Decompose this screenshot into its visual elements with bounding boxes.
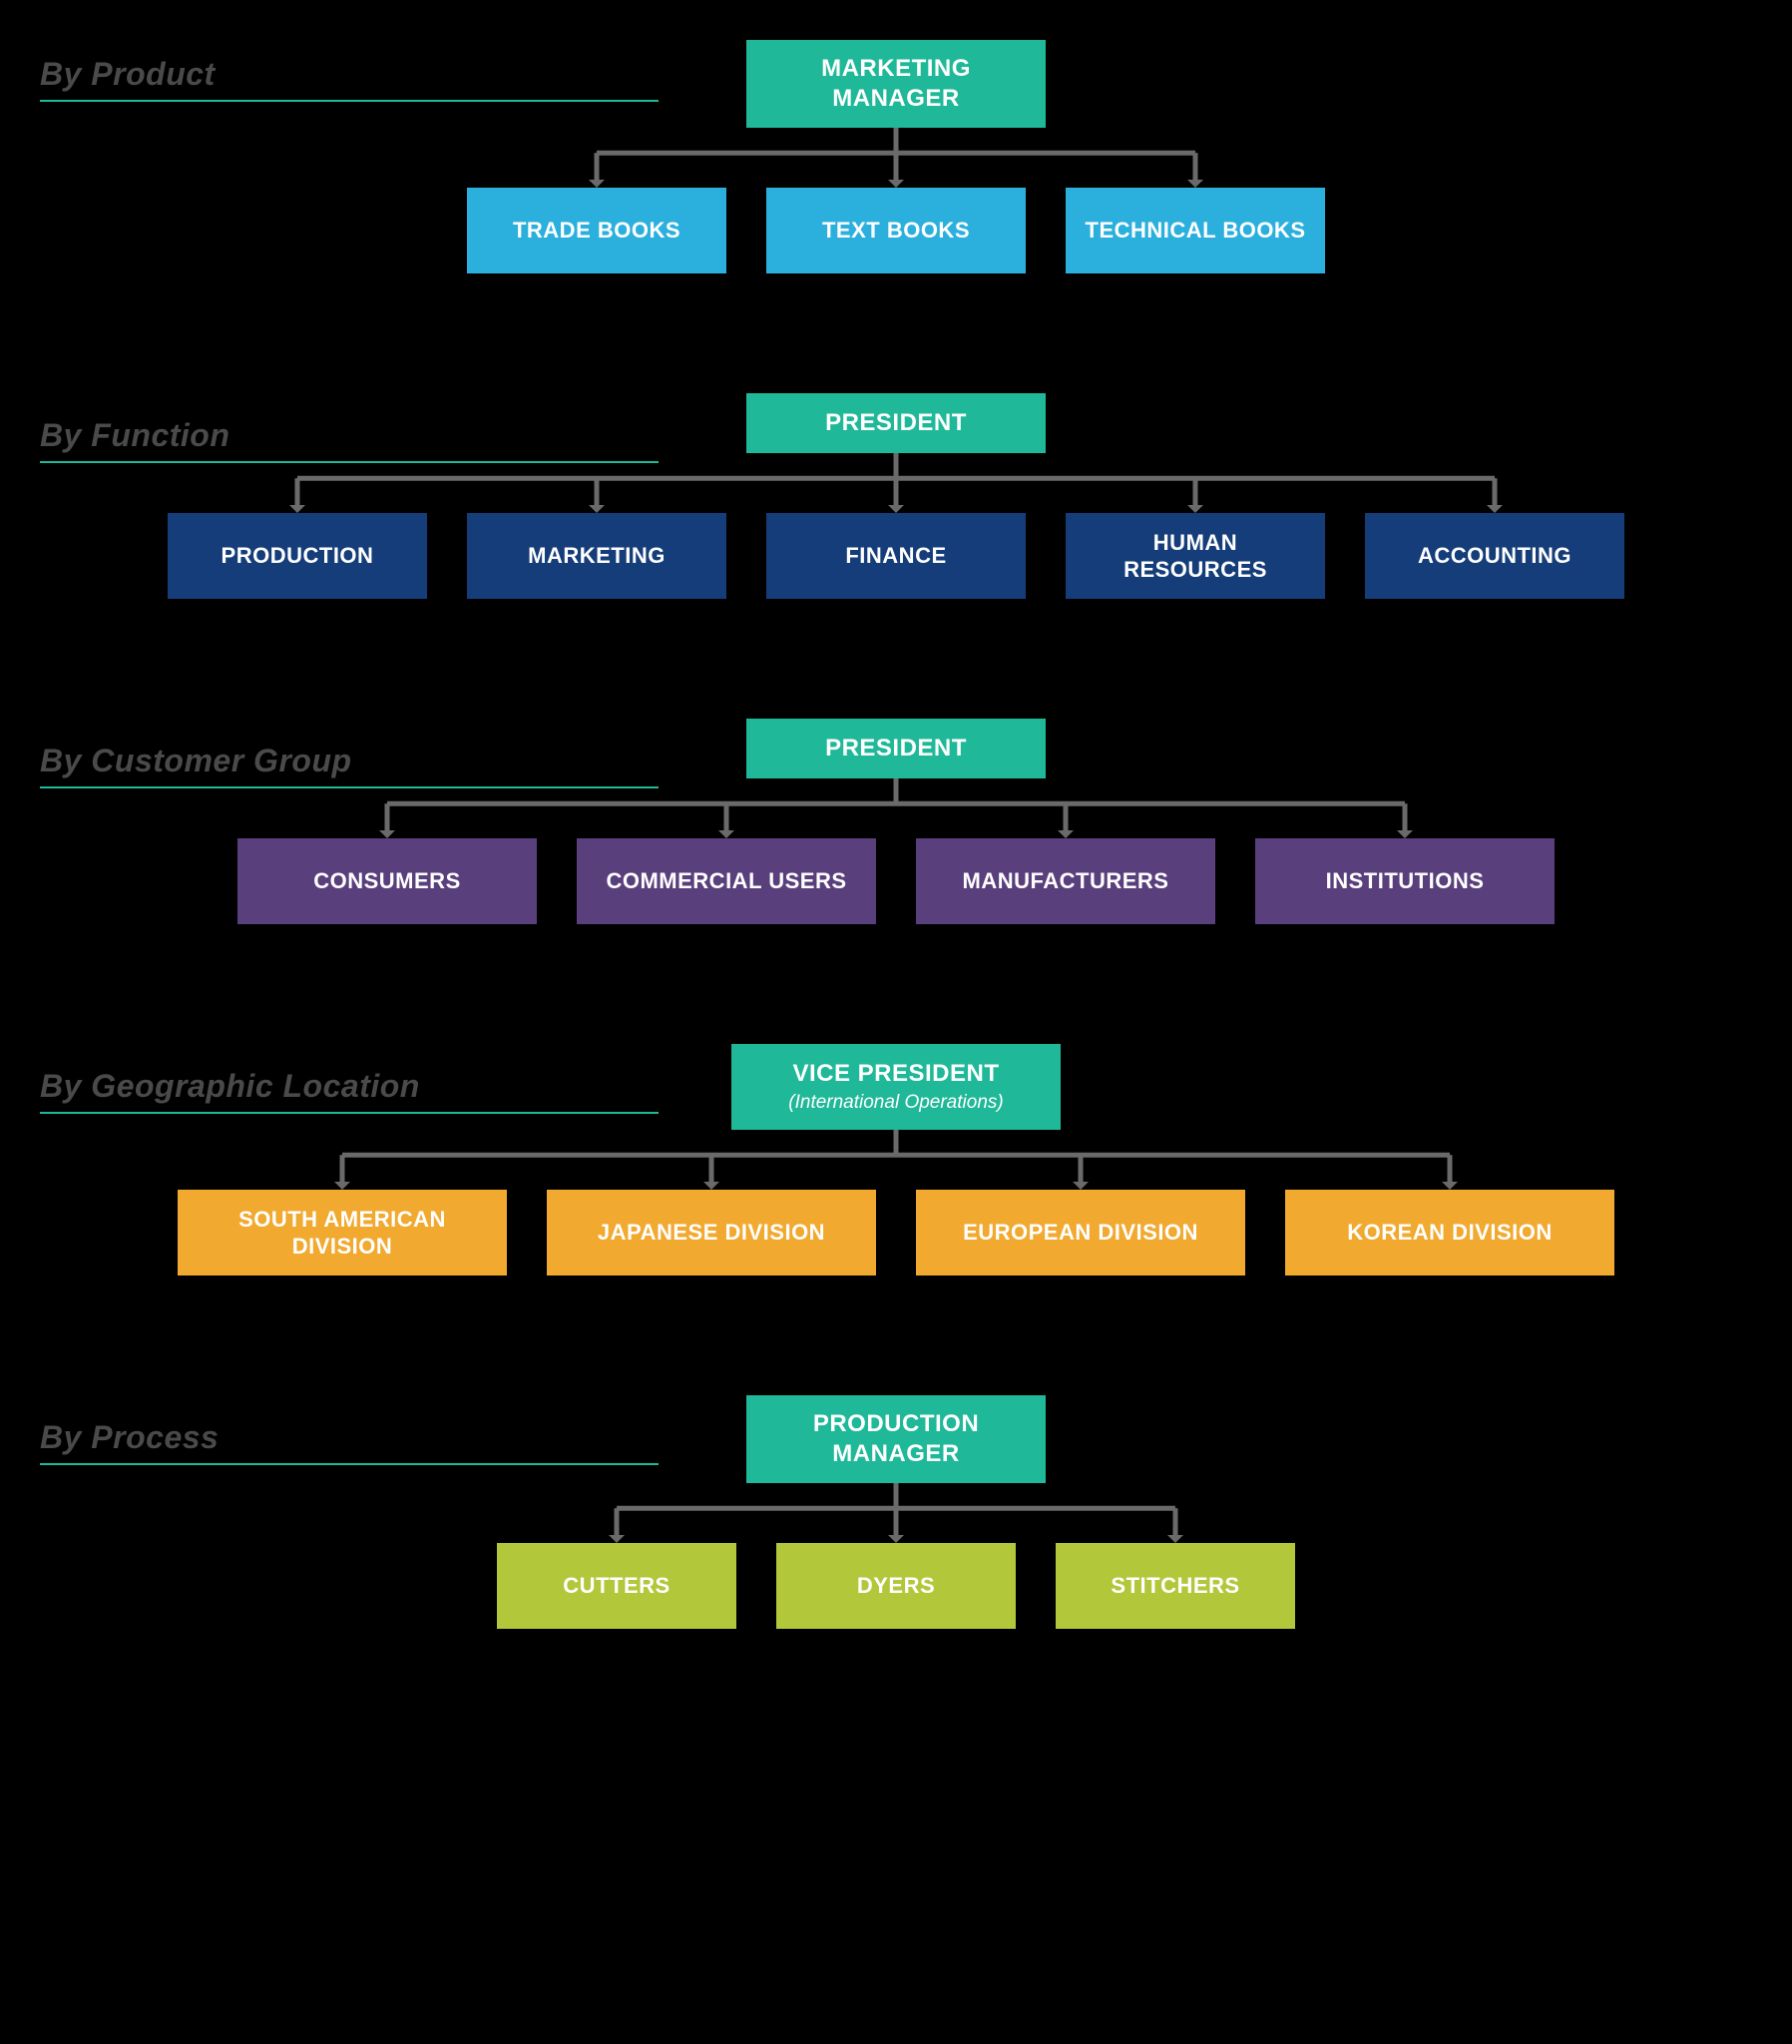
child-node: TRADE BOOKS <box>467 188 726 273</box>
child-node: TECHNICAL BOOKS <box>1066 188 1325 273</box>
children-row: PRODUCTION MARKETING FINANCE HUMAN RESOURCE… <box>0 513 1792 599</box>
child-node: PRODUCTION <box>168 513 427 599</box>
child-label: COMMERCIAL USERS <box>606 867 846 895</box>
children-row: TRADE BOOKS TEXT BOOKS TECHNICAL BOOKS <box>0 188 1792 273</box>
child-label: MANUFACTURERS <box>963 867 1169 895</box>
child-node: CUTTERS <box>497 1543 736 1629</box>
child-node: MANUFACTURERS <box>916 838 1215 924</box>
root-label: MARKETING MANAGER <box>766 54 1026 114</box>
child-label: EUROPEAN DIVISION <box>963 1219 1198 1247</box>
root-node: PRESIDENT <box>746 719 1046 778</box>
root-sublabel: (International Operations) <box>788 1091 1003 1115</box>
root-node: VICE PRESIDENT(International Operations) <box>731 1044 1061 1130</box>
section-process: By Process PRODUCTION MANAGER CUTTERS DYERS… <box>0 1395 1792 1629</box>
section-underline <box>40 100 659 102</box>
section-product: By Product MARKETING MANAGER TRADE BOOKS TE… <box>0 40 1792 273</box>
section-function: By Function PRESIDENT PRODUCTION MARKETING F… <box>0 393 1792 599</box>
root-label: PRESIDENT <box>825 734 967 764</box>
child-label: DYERS <box>857 1572 935 1600</box>
section-underline <box>40 786 659 788</box>
child-node: STITCHERS <box>1056 1543 1295 1629</box>
child-label: PRODUCTION <box>222 542 374 570</box>
section-title: By Geographic Location <box>40 1068 420 1105</box>
child-label: KOREAN DIVISION <box>1347 1219 1553 1247</box>
section-underline <box>40 461 659 463</box>
child-node: FINANCE <box>766 513 1026 599</box>
child-node: KOREAN DIVISION <box>1285 1190 1614 1276</box>
connector <box>497 1483 1295 1543</box>
child-label: TRADE BOOKS <box>513 217 680 245</box>
section-title: By Product <box>40 56 216 93</box>
child-node: DYERS <box>776 1543 1016 1629</box>
child-node: CONSUMERS <box>237 838 537 924</box>
root-label: PRODUCTION MANAGER <box>766 1409 1026 1469</box>
children-row: SOUTH AMERICAN DIVISION JAPANESE DIVISION… <box>0 1190 1792 1276</box>
child-node: INSTITUTIONS <box>1255 838 1555 924</box>
child-label: TEXT BOOKS <box>822 217 970 245</box>
child-node: ACCOUNTING <box>1365 513 1624 599</box>
child-label: MARKETING <box>528 542 666 570</box>
child-node: TEXT BOOKS <box>766 188 1026 273</box>
root-node: PRODUCTION MANAGER <box>746 1395 1046 1483</box>
section-geographic: By Geographic Location VICE PRESIDENT(Int… <box>0 1044 1792 1276</box>
children-row: CONSUMERS COMMERCIAL USERS MANUFACTURERS IN… <box>0 838 1792 924</box>
section-underline <box>40 1112 659 1114</box>
section-underline <box>40 1463 659 1465</box>
section-customer: By Customer Group PRESIDENT CONSUMERS COMME… <box>0 719 1792 924</box>
root-label: PRESIDENT <box>825 408 967 438</box>
connector <box>178 1130 1614 1190</box>
section-title: By Function <box>40 417 229 454</box>
connector <box>467 128 1325 188</box>
child-label: ACCOUNTING <box>1418 542 1571 570</box>
child-node: MARKETING <box>467 513 726 599</box>
section-title: By Customer Group <box>40 743 352 779</box>
child-label: FINANCE <box>845 542 946 570</box>
section-title: By Process <box>40 1419 219 1456</box>
child-label: JAPANESE DIVISION <box>598 1219 825 1247</box>
root-node: MARKETING MANAGER <box>746 40 1046 128</box>
child-label: CONSUMERS <box>313 867 461 895</box>
children-row: CUTTERS DYERS STITCHERS <box>0 1543 1792 1629</box>
child-node: SOUTH AMERICAN DIVISION <box>178 1190 507 1276</box>
child-node: EUROPEAN DIVISION <box>916 1190 1245 1276</box>
child-label: HUMAN RESOURCES <box>1082 529 1309 584</box>
child-label: TECHNICAL BOOKS <box>1086 217 1306 245</box>
child-label: STITCHERS <box>1111 1572 1239 1600</box>
child-node: COMMERCIAL USERS <box>577 838 876 924</box>
child-label: INSTITUTIONS <box>1326 867 1485 895</box>
child-node: HUMAN RESOURCES <box>1066 513 1325 599</box>
org-chart-diagram: By Product MARKETING MANAGER TRADE BOOKS TE… <box>0 40 1792 1629</box>
root-label: VICE PRESIDENT <box>792 1059 999 1089</box>
root-node: PRESIDENT <box>746 393 1046 453</box>
child-node: JAPANESE DIVISION <box>547 1190 876 1276</box>
child-label: CUTTERS <box>563 1572 670 1600</box>
child-label: SOUTH AMERICAN DIVISION <box>194 1206 491 1261</box>
